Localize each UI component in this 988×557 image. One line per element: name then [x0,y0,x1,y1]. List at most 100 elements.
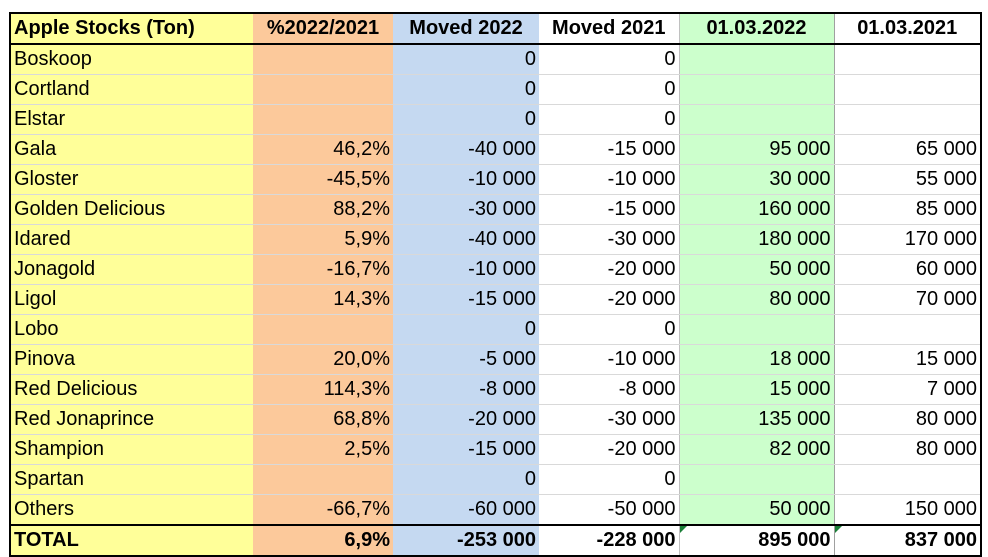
stock-2022-cell[interactable]: 135 000 [678,404,835,435]
variety-cell[interactable]: Elstar [9,104,253,135]
moved-2022-cell[interactable]: -10 000 [393,164,539,195]
stock-2022-cell[interactable]: 30 000 [678,164,835,195]
stock-2022-cell[interactable] [678,74,835,105]
stock-2021-cell[interactable] [834,314,982,345]
percent-change-cell[interactable]: 14,3% [253,284,393,315]
total-stock-2021[interactable]: 837 000 [834,524,982,557]
moved-2022-cell[interactable]: -8 000 [393,374,539,405]
stock-2022-cell[interactable]: 180 000 [678,224,835,255]
moved-2021-cell[interactable]: -20 000 [539,284,679,315]
total-moved-2022[interactable]: -253 000 [393,524,539,557]
total-percent-change[interactable]: 6,9% [253,524,393,557]
percent-change-cell[interactable]: 2,5% [253,434,393,465]
stock-2021-cell[interactable]: 55 000 [834,164,982,195]
stock-2021-cell[interactable]: 7 000 [834,374,982,405]
moved-2021-cell[interactable]: -50 000 [539,494,679,526]
moved-2022-cell[interactable]: -20 000 [393,404,539,435]
moved-2021-cell[interactable]: 0 [539,44,679,75]
moved-2022-cell[interactable]: -15 000 [393,284,539,315]
moved-2021-cell[interactable]: -15 000 [539,194,679,225]
variety-cell[interactable]: Boskoop [9,44,253,75]
variety-cell[interactable]: Gloster [9,164,253,195]
stock-2022-cell[interactable] [678,104,835,135]
stock-2021-cell[interactable]: 170 000 [834,224,982,255]
moved-2022-cell[interactable]: 0 [393,104,539,135]
stock-2022-cell[interactable] [678,44,835,75]
moved-2021-cell[interactable]: -30 000 [539,404,679,435]
moved-2021-cell[interactable]: 0 [539,74,679,105]
variety-cell[interactable]: Red Jonaprince [9,404,253,435]
stock-2022-cell[interactable]: 80 000 [678,284,835,315]
percent-change-cell[interactable] [253,104,393,135]
stock-2021-cell[interactable] [834,44,982,75]
variety-cell[interactable]: Spartan [9,464,253,495]
moved-2022-cell[interactable]: -10 000 [393,254,539,285]
moved-2022-cell[interactable]: -30 000 [393,194,539,225]
variety-cell[interactable]: Pinova [9,344,253,375]
total-label[interactable]: TOTAL [9,524,253,557]
header-stock-2021[interactable]: 01.03.2021 [834,12,982,45]
stock-2021-cell[interactable] [834,104,982,135]
header-variety[interactable]: Apple Stocks (Ton) [9,12,253,45]
percent-change-cell[interactable]: 114,3% [253,374,393,405]
header-percent-change[interactable]: %2022/2021 [253,12,393,45]
percent-change-cell[interactable]: -16,7% [253,254,393,285]
moved-2021-cell[interactable]: -15 000 [539,134,679,165]
stock-2021-cell[interactable]: 80 000 [834,404,982,435]
moved-2021-cell[interactable]: 0 [539,314,679,345]
header-stock-2022[interactable]: 01.03.2022 [678,12,835,45]
moved-2022-cell[interactable]: -40 000 [393,134,539,165]
moved-2022-cell[interactable]: -40 000 [393,224,539,255]
header-moved-2022[interactable]: Moved 2022 [393,12,539,45]
moved-2022-cell[interactable]: 0 [393,464,539,495]
stock-2022-cell[interactable]: 50 000 [678,254,835,285]
moved-2021-cell[interactable]: -10 000 [539,164,679,195]
moved-2021-cell[interactable]: -10 000 [539,344,679,375]
stock-2021-cell[interactable]: 80 000 [834,434,982,465]
variety-cell[interactable]: Shampion [9,434,253,465]
variety-cell[interactable]: Others [9,494,253,526]
percent-change-cell[interactable] [253,464,393,495]
variety-cell[interactable]: Cortland [9,74,253,105]
percent-change-cell[interactable]: 20,0% [253,344,393,375]
stock-2022-cell[interactable]: 160 000 [678,194,835,225]
total-moved-2021[interactable]: -228 000 [539,524,679,557]
stock-2022-cell[interactable] [678,464,835,495]
moved-2021-cell[interactable]: 0 [539,104,679,135]
percent-change-cell[interactable]: 88,2% [253,194,393,225]
variety-cell[interactable]: Red Delicious [9,374,253,405]
moved-2022-cell[interactable]: 0 [393,44,539,75]
variety-cell[interactable]: Jonagold [9,254,253,285]
moved-2021-cell[interactable]: -8 000 [539,374,679,405]
moved-2022-cell[interactable]: 0 [393,74,539,105]
percent-change-cell[interactable] [253,74,393,105]
moved-2022-cell[interactable]: -60 000 [393,494,539,526]
stock-2022-cell[interactable]: 15 000 [678,374,835,405]
moved-2021-cell[interactable]: -20 000 [539,434,679,465]
stock-2021-cell[interactable]: 150 000 [834,494,982,526]
variety-cell[interactable]: Idared [9,224,253,255]
stock-2022-cell[interactable] [678,314,835,345]
stock-2022-cell[interactable]: 95 000 [678,134,835,165]
total-stock-2022[interactable]: 895 000 [678,524,835,557]
percent-change-cell[interactable]: 5,9% [253,224,393,255]
variety-cell[interactable]: Lobo [9,314,253,345]
variety-cell[interactable]: Gala [9,134,253,165]
stock-2021-cell[interactable]: 70 000 [834,284,982,315]
moved-2021-cell[interactable]: -20 000 [539,254,679,285]
stock-2022-cell[interactable]: 18 000 [678,344,835,375]
stock-2021-cell[interactable]: 15 000 [834,344,982,375]
variety-cell[interactable]: Golden Delicious [9,194,253,225]
stock-2021-cell[interactable] [834,74,982,105]
stock-2021-cell[interactable]: 60 000 [834,254,982,285]
percent-change-cell[interactable] [253,44,393,75]
stock-2021-cell[interactable]: 65 000 [834,134,982,165]
stock-2022-cell[interactable]: 82 000 [678,434,835,465]
percent-change-cell[interactable]: -66,7% [253,494,393,526]
moved-2021-cell[interactable]: 0 [539,464,679,495]
percent-change-cell[interactable]: -45,5% [253,164,393,195]
moved-2022-cell[interactable]: -15 000 [393,434,539,465]
percent-change-cell[interactable] [253,314,393,345]
stock-2021-cell[interactable] [834,464,982,495]
percent-change-cell[interactable]: 68,8% [253,404,393,435]
